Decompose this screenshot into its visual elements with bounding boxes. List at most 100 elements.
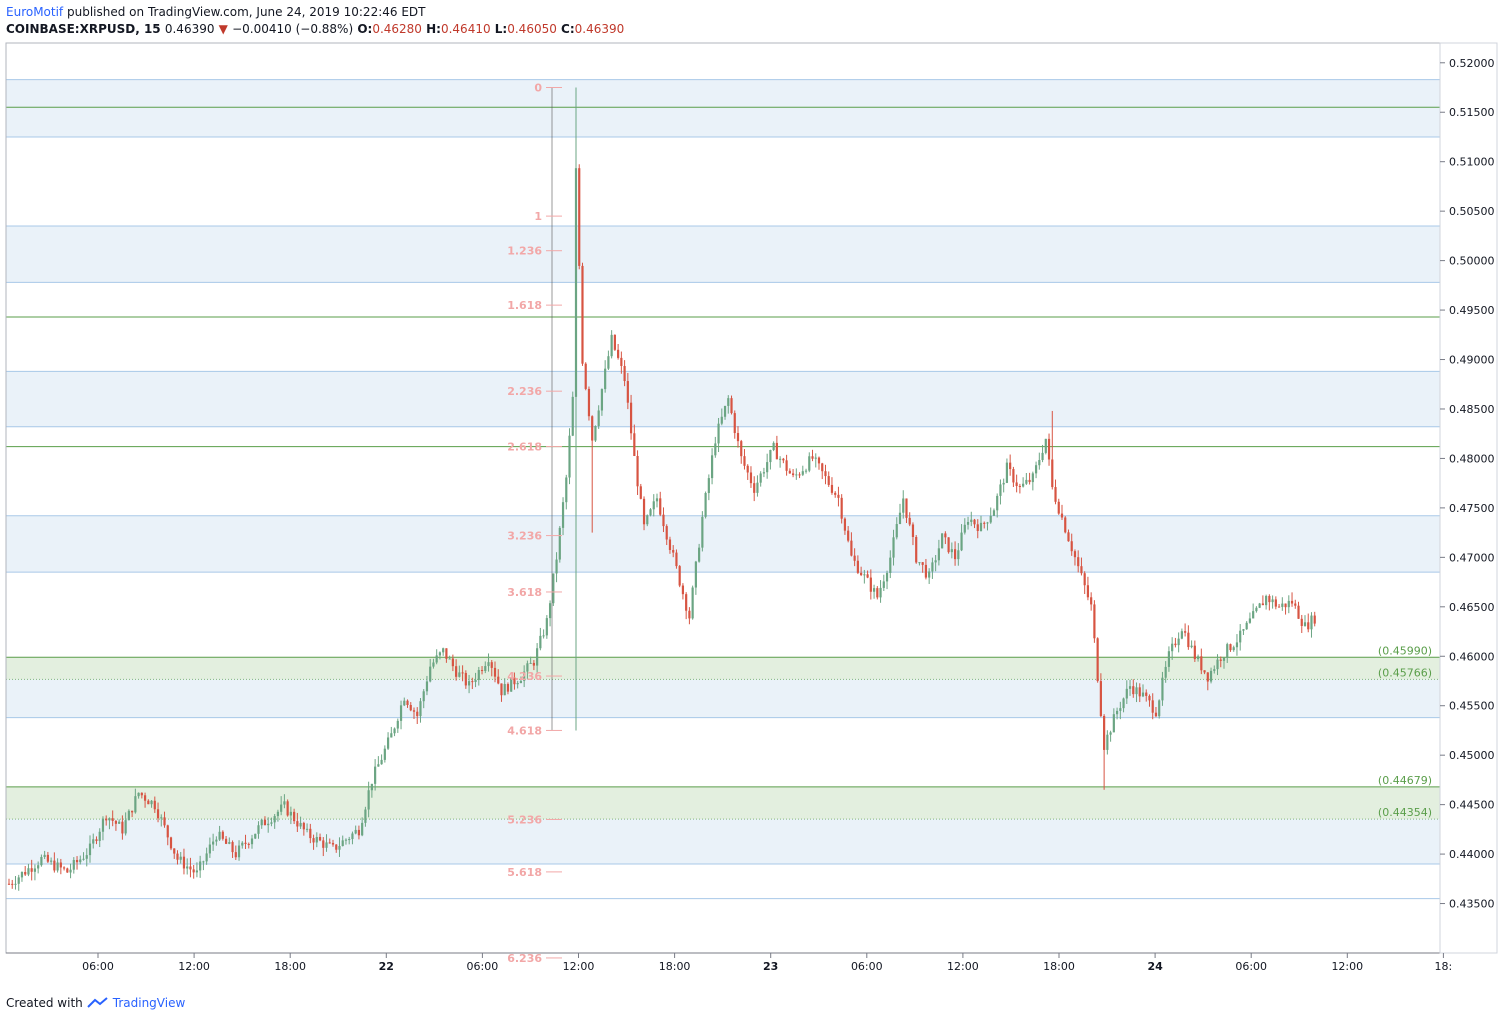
price-tick-label: 0.48500 [1449, 403, 1495, 416]
candle-body [1135, 687, 1138, 695]
candle-body [1148, 695, 1151, 701]
candle-body [775, 442, 778, 460]
candle-body [480, 670, 484, 672]
candle-body [1177, 638, 1180, 646]
fib-level-label: 5.236 [507, 813, 542, 826]
candle-body [163, 817, 166, 826]
candle-body [1031, 473, 1034, 483]
candle-body [1018, 485, 1021, 487]
candle-body [95, 839, 98, 841]
candle-body [766, 462, 769, 473]
candle-body [341, 840, 344, 847]
candle-body [30, 868, 33, 872]
candle-body [584, 363, 587, 389]
candle-body [539, 635, 542, 649]
last-price: 0.46390 [164, 22, 215, 36]
candle-body [166, 825, 169, 838]
candle-body [944, 533, 947, 538]
fib-level-label: 0 [534, 82, 542, 95]
candle-body [548, 603, 552, 619]
candle-body [289, 811, 292, 816]
candle-body [1077, 557, 1080, 567]
fib-level-label: 1 [534, 210, 542, 223]
candle-body [7, 883, 11, 885]
candle-body [895, 524, 898, 538]
candle-body [82, 858, 85, 860]
candle-body [979, 522, 983, 531]
candle-body [850, 540, 853, 556]
candle-body [331, 842, 335, 845]
candle-body [497, 676, 500, 684]
tradingview-link[interactable]: TradingView [112, 996, 186, 1010]
candle-body [536, 648, 539, 666]
candle-body [791, 473, 795, 476]
candle-body [662, 514, 665, 527]
candle-body [1219, 659, 1222, 661]
candle-body [860, 572, 863, 576]
candle-body [1002, 482, 1005, 485]
publisher-link[interactable]: EuroMotif [6, 5, 64, 19]
candle-body [892, 537, 895, 558]
candle-body [633, 433, 636, 456]
candle-body [380, 759, 383, 765]
candle-body [749, 472, 753, 484]
candle-body [594, 426, 597, 441]
candle-body [182, 856, 186, 869]
candle-body [918, 562, 921, 564]
candle-body [105, 818, 108, 821]
candle-body [1229, 644, 1232, 651]
candle-body [1103, 715, 1106, 750]
candle-body [1096, 638, 1099, 682]
open-value: 0.46280 [372, 22, 422, 36]
candle-body [98, 831, 101, 841]
candle-body [843, 518, 847, 531]
candle-body [1141, 692, 1145, 697]
tradingview-logo-icon [87, 997, 108, 1008]
candle-body [1203, 670, 1206, 673]
candle-body [1303, 622, 1307, 626]
candle-body [1297, 605, 1300, 619]
candle-body [921, 562, 924, 565]
candle-body [134, 796, 137, 813]
candle-body [367, 790, 370, 810]
low-label: L: [494, 22, 508, 36]
candle-body [989, 515, 992, 523]
time-tick-label: 24 [1147, 960, 1163, 973]
candle-body [1106, 734, 1109, 750]
candle-body [1290, 600, 1294, 604]
fib-level-label: 2.618 [507, 441, 542, 454]
candle-body [889, 557, 892, 573]
candle-body [681, 585, 685, 595]
fib-level-label: 6.236 [507, 952, 542, 965]
candle-body [847, 530, 850, 541]
candle-body [659, 498, 662, 515]
candle-body [1180, 631, 1183, 639]
candle-body [1093, 604, 1096, 639]
candle-body [947, 537, 950, 553]
candle-body [526, 663, 529, 672]
candle-body [374, 766, 377, 784]
candle-body [344, 839, 348, 841]
candle-body [458, 672, 461, 677]
candle-body [811, 456, 814, 459]
candle-body [782, 458, 785, 461]
candle-body [176, 853, 179, 860]
candle-body [746, 465, 749, 473]
candle-body [607, 356, 610, 369]
candle-body [1268, 595, 1271, 603]
candle-body [856, 560, 859, 573]
candle-body [568, 435, 571, 478]
candle-body [506, 684, 510, 692]
candle-body [442, 648, 445, 653]
candle-body [228, 842, 231, 844]
candle-body [574, 168, 578, 397]
candle-body [808, 456, 811, 471]
candle-body [1310, 615, 1313, 630]
candle-body [286, 801, 289, 816]
candle-body [523, 671, 526, 681]
close-value: 0.46390 [574, 22, 625, 36]
candle-body [280, 804, 283, 812]
candle-body [908, 517, 911, 525]
candle-body [169, 837, 173, 849]
